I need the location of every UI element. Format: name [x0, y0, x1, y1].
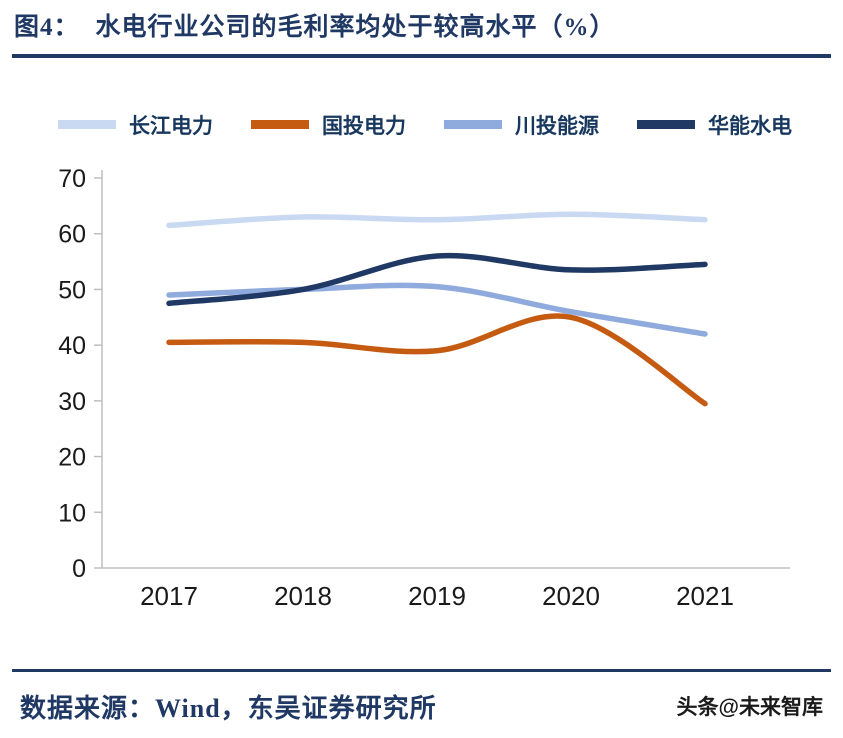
figure-header: 图4： 水电行业公司的毛利率均处于较高水平（%）: [12, 12, 831, 58]
legend-label: 川投能源: [515, 110, 599, 140]
legend-swatch: [58, 120, 116, 129]
footer-row: 数据来源：Wind，东吴证券研究所 头条@未来智库: [12, 688, 831, 725]
chart-legend: 长江电力 国投电力 川投能源 华能水电: [58, 110, 831, 140]
y-tick-label: 70: [58, 165, 86, 193]
legend-swatch: [251, 120, 309, 129]
series-line: [169, 315, 705, 403]
legend-label: 国投电力: [322, 110, 406, 140]
x-tick-label: 2017: [140, 581, 198, 611]
series-line: [169, 214, 705, 225]
x-tick-label: 2020: [542, 581, 600, 611]
figure-footer: 数据来源：Wind，东吴证券研究所 头条@未来智库: [12, 669, 831, 725]
title-divider: [12, 54, 831, 58]
legend-label: 华能水电: [708, 110, 792, 140]
footer-divider: [12, 669, 831, 672]
y-tick-label: 20: [58, 443, 86, 471]
series-line: [169, 255, 705, 303]
line-chart: 0 10 20 30 40 50 60 70 2017 2018 2019 2020 2021: [12, 150, 831, 625]
y-tick-label: 40: [58, 332, 86, 360]
watermark: 头条@未来智库: [677, 691, 823, 721]
legend-item: 长江电力: [58, 110, 213, 140]
series-line: [169, 285, 705, 334]
report-figure-page: 图4： 水电行业公司的毛利率均处于较高水平（%） 长江电力 国投电力 川投能源 华能水电…: [0, 0, 843, 738]
x-tick-label: 2021: [676, 581, 734, 611]
x-tick-label: 2019: [408, 581, 466, 611]
legend-item: 国投电力: [251, 110, 406, 140]
y-tick-label: 30: [58, 387, 86, 415]
y-tick-label: 10: [58, 499, 86, 527]
figure-number: 图4：: [14, 14, 80, 41]
chart-canvas: 0 10 20 30 40 50 60 70 2017 2018 2019 2020 2021: [12, 150, 831, 620]
figure-title: 图4： 水电行业公司的毛利率均处于较高水平（%）: [14, 12, 831, 45]
data-source: 数据来源：Wind，东吴证券研究所: [20, 688, 437, 725]
y-tick-label: 0: [72, 555, 86, 583]
figure-caption: 水电行业公司的毛利率均处于较高水平（%）: [96, 14, 616, 41]
legend-swatch: [637, 120, 695, 129]
y-tick-label: 60: [58, 220, 86, 248]
legend-label: 长江电力: [129, 110, 213, 140]
legend-item: 华能水电: [637, 110, 792, 140]
x-tick-label: 2018: [274, 581, 332, 611]
y-tick-label: 50: [58, 276, 86, 304]
legend-swatch: [444, 120, 502, 129]
legend-item: 川投能源: [444, 110, 599, 140]
